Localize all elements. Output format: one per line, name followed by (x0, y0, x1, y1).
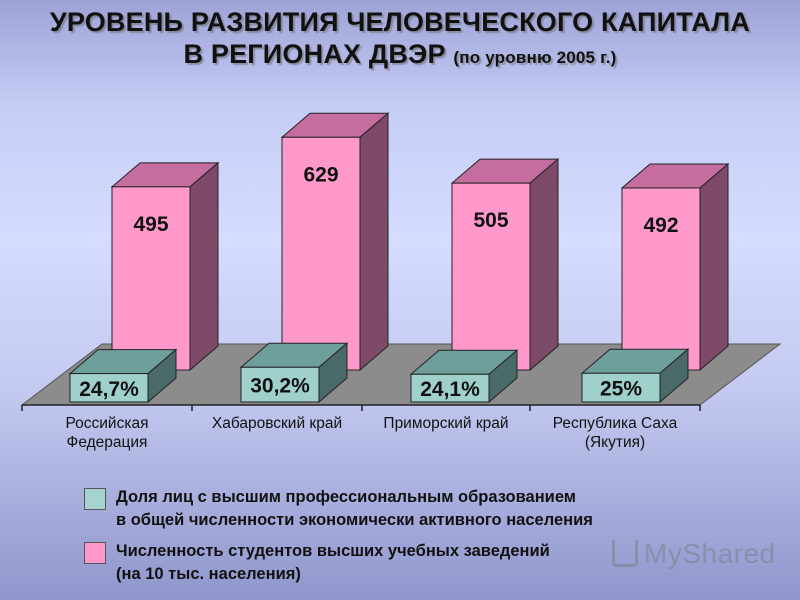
watermark-logo-icon (612, 540, 638, 567)
legend-swatch-education-share (84, 488, 106, 510)
chart-title-line2-suffix: (по уровню 2005 г.) (453, 48, 617, 67)
chart-title-line1: УРОВЕНЬ РАЗВИТИЯ ЧЕЛОВЕЧЕСКОГО КАПИТАЛА (49, 7, 751, 37)
students-value-label: 495 (133, 213, 168, 236)
students-value-label: 505 (473, 209, 508, 232)
legend-label-students: Численность студентов высших учебных зав… (116, 542, 550, 583)
category-label-line: Хабаровский край (212, 415, 342, 432)
education-share-value-label: 25% (600, 378, 642, 401)
category-label: Приморский край (383, 415, 508, 432)
legend-swatch-students (84, 542, 106, 564)
students-bar-front (621, 187, 701, 371)
category-label: Российская Федерация (66, 415, 149, 451)
category-label-line: Федерация (67, 434, 148, 451)
watermark-text: MyShared (644, 538, 776, 569)
students-value-label: 629 (303, 163, 338, 186)
chart-bars: 495 629 505 492 24,7% 30,2% 24,1% 25% (68, 112, 730, 404)
legend-item-students: Численность студентов высших учебных зав… (84, 540, 724, 588)
students-value-label: 492 (643, 214, 678, 237)
students-bar-side (189, 161, 219, 372)
education-share-value-label: 24,7% (79, 378, 139, 401)
legend-label-education-share: Доля лиц с высшим профессиональным образ… (116, 488, 593, 529)
legend-item-education-share: Доля лиц с высшим профессиональным образ… (84, 486, 724, 534)
students-bar-side (529, 158, 559, 372)
category-label-line: Республика Саха (553, 415, 678, 432)
chart-title: УРОВЕНЬ РАЗВИТИЯ ЧЕЛОВЕЧЕСКОГО КАПИТАЛА … (0, 6, 800, 74)
students-bar-front (281, 136, 361, 371)
education-share-bar-front (410, 373, 490, 403)
category-labels: Российская Федерация Хабаровский край Примо… (66, 415, 678, 451)
education-share-bar-front (581, 372, 661, 403)
chart-title-line2: В РЕГИОНАХ ДВЭР (по уровню 2005 г.) (0, 38, 800, 74)
category-label-line: Приморский край (383, 415, 508, 432)
students-bar-side (699, 162, 729, 372)
watermark: MyShared (612, 538, 776, 570)
category-label-line: (Якутия) (585, 434, 645, 451)
education-share-value-label: 24,1% (420, 378, 480, 401)
chart-title-line2-main: В РЕГИОНАХ ДВЭР (183, 39, 446, 69)
students-bar-front (451, 182, 531, 371)
category-label: Хабаровский край (212, 415, 342, 432)
category-label-line: Российская (66, 415, 149, 432)
education-share-bar-front (240, 366, 320, 403)
education-share-bar-front (69, 373, 149, 403)
chart-axis (21, 404, 701, 411)
category-label: Республика Саха (Якутия) (553, 415, 678, 451)
students-bar-side (359, 112, 389, 372)
students-bar-front (111, 186, 191, 371)
education-share-value-label: 30,2% (250, 375, 310, 398)
